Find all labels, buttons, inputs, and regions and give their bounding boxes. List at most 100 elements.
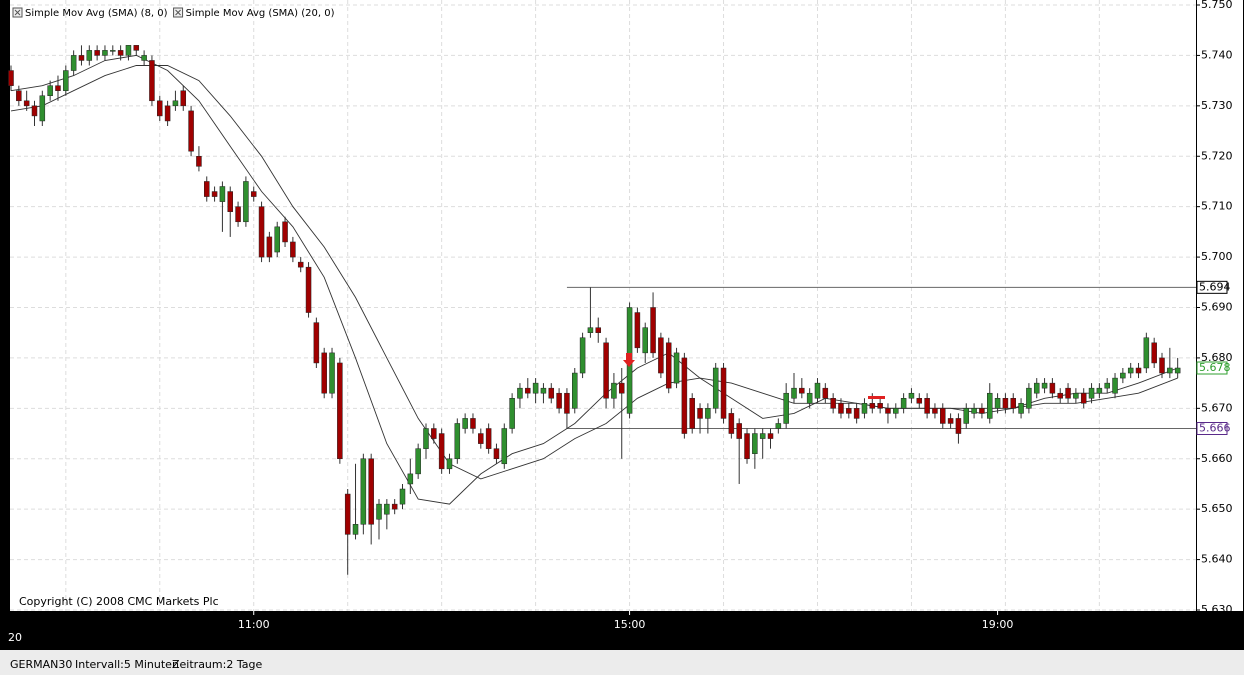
candle-body (141, 55, 147, 61)
candle-body (916, 398, 923, 404)
candle-body (290, 241, 296, 258)
candle-body (822, 387, 829, 399)
candle-body (23, 100, 30, 107)
candle-body (462, 418, 468, 429)
candle-body (250, 191, 257, 197)
candle-body (219, 186, 226, 202)
candle-body (979, 408, 985, 414)
candle-body (987, 392, 993, 419)
candle-body (1041, 382, 1048, 389)
candle-body (47, 85, 53, 96)
legend-label: Simple Mov Avg (SMA) (20, 0) (186, 8, 335, 19)
candle-body (55, 85, 61, 91)
candle-body (1057, 392, 1063, 399)
candle-body (572, 372, 578, 409)
y-tick-label: 5.740 (1201, 48, 1233, 61)
candle-body (940, 408, 946, 424)
period: Zeitraum:2 Tage (172, 658, 262, 671)
candle-body (744, 433, 750, 459)
candle-body (188, 110, 194, 152)
candle-body (164, 105, 171, 122)
candle-body (767, 433, 774, 439)
level-tag (1196, 422, 1228, 435)
candle-body (39, 95, 46, 122)
candle-body (900, 398, 907, 409)
candle-body (893, 408, 899, 414)
candle-body (70, 55, 77, 71)
candle-body (454, 423, 461, 460)
candle-body (642, 327, 648, 354)
candle-body (564, 392, 570, 414)
candle-body (501, 428, 508, 465)
legend-item: Simple Mov Avg (SMA) (20, 0) (173, 7, 335, 19)
candle-body (517, 387, 523, 399)
candle-body (525, 387, 531, 394)
candle-body (266, 236, 273, 258)
candle-body (908, 392, 915, 399)
candle-body (783, 392, 789, 424)
candle-body (102, 50, 108, 56)
candle-body (227, 191, 233, 212)
candle-body (86, 50, 93, 61)
candle-body (1135, 367, 1142, 374)
candle-body (556, 392, 562, 409)
candle-body (611, 382, 617, 399)
candle-body (736, 423, 742, 439)
candle-body (157, 100, 163, 117)
candle-body (947, 418, 954, 424)
candle-body (204, 181, 210, 197)
candle-body (587, 327, 594, 333)
candle-body (963, 408, 970, 424)
candle-body (117, 50, 124, 56)
candle-body (1010, 398, 1016, 409)
candle-body (846, 408, 852, 414)
candle-body (235, 206, 241, 223)
candle-body (1174, 367, 1181, 374)
candle-body (579, 337, 586, 374)
candle-body (1167, 367, 1173, 374)
candle-body (313, 322, 320, 364)
candle-body (705, 408, 711, 419)
legend-icon (175, 9, 181, 16)
candle-body (1159, 357, 1165, 374)
candle-body (924, 398, 930, 414)
candle-body (971, 408, 977, 414)
level-label: 5.694 (1199, 280, 1231, 293)
candle-body (548, 387, 555, 399)
y-tick-label: 5.650 (1201, 502, 1233, 515)
candle-body (994, 398, 1001, 409)
candle-body (211, 191, 218, 197)
candle-body (274, 226, 280, 253)
candle-body (1088, 387, 1095, 399)
candle-body (470, 418, 476, 429)
candle-body (634, 312, 641, 349)
candle-body (133, 45, 140, 51)
candle-body (728, 413, 735, 434)
candle-body (603, 342, 609, 399)
candle-body (1104, 382, 1110, 389)
candle-body (532, 382, 539, 394)
candle-body (595, 327, 601, 333)
candle-body (689, 398, 695, 429)
candle-body (877, 403, 883, 409)
y-tick-label: 5.690 (1201, 301, 1233, 314)
candle-body (838, 403, 844, 414)
candle-body (665, 342, 672, 389)
candle-body (63, 70, 69, 91)
candle-body (282, 221, 288, 243)
candle-body (932, 408, 938, 414)
candle-body (1096, 387, 1103, 394)
x-tick-label: 11:00 (238, 618, 270, 631)
candle-body (438, 433, 445, 470)
candle-body (1018, 403, 1024, 414)
candle-body (110, 50, 116, 52)
y-tick-label: 5.750 (1201, 0, 1233, 11)
candle-body (1073, 392, 1079, 399)
candle-body (853, 408, 860, 419)
level-label: 5.666 (1199, 422, 1231, 435)
candle-body (1120, 372, 1126, 379)
candle-body (94, 50, 100, 56)
signal-arrow (623, 353, 635, 367)
candle-body (180, 90, 187, 107)
